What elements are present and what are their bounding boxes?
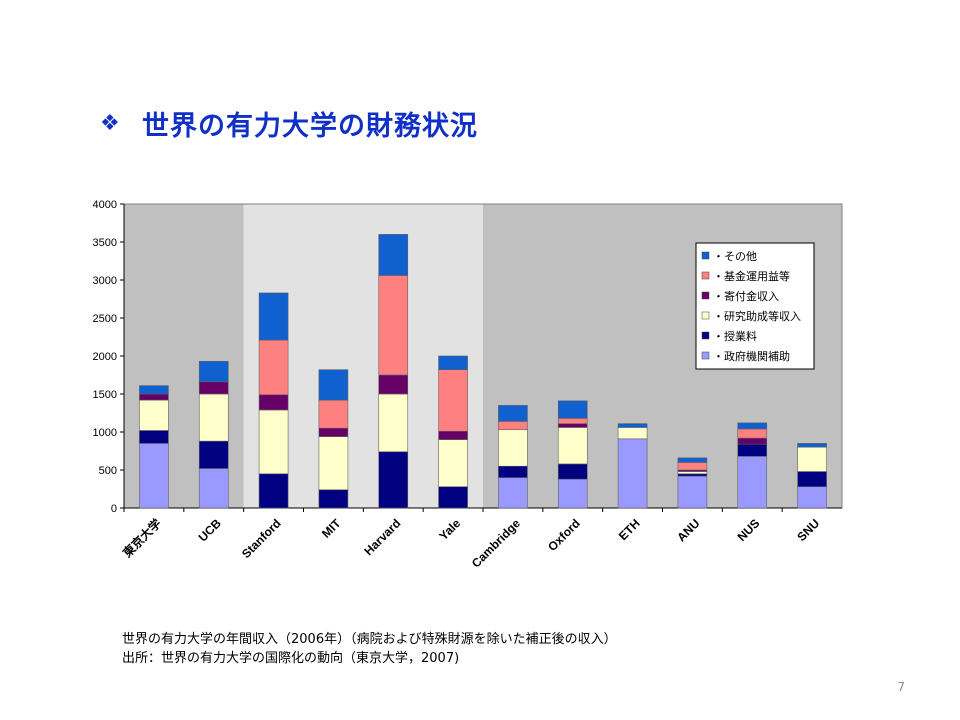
- bar-segment: [198, 361, 229, 383]
- y-tick-label: 3500: [93, 237, 117, 249]
- bar-segment: [617, 438, 648, 509]
- y-tick-label: 3000: [93, 275, 117, 287]
- stacked-bar-chart: 0 500 1000 1500 2000 2500 3000 3500 4000 東京大学 UCB S…: [93, 199, 843, 570]
- y-tick-label: 4000: [93, 199, 117, 211]
- bar-segment: [797, 446, 827, 472]
- bar-segment: [617, 427, 648, 440]
- bar-segment: [258, 409, 289, 475]
- x-category-label: ANU: [674, 516, 702, 544]
- y-tick-label: 1000: [93, 427, 117, 439]
- legend-label: ・その他: [713, 250, 757, 263]
- bar-segment: [258, 339, 289, 396]
- bar-segment: [378, 275, 409, 376]
- bar-segment: [498, 429, 528, 467]
- bar-segment: [797, 486, 827, 509]
- bar-segment: [378, 393, 409, 453]
- x-category-label: SNU: [794, 516, 822, 544]
- bar-segment: [198, 440, 229, 469]
- legend-swatch: [701, 251, 710, 260]
- legend-swatch: [701, 351, 710, 360]
- bar-segment: [318, 436, 349, 491]
- bar-segment: [797, 471, 827, 488]
- bar-segment: [378, 451, 409, 509]
- bar-segment: [498, 465, 528, 478]
- bar-segment: [677, 457, 708, 463]
- bar-segment: [557, 427, 588, 465]
- bar-segment: [797, 443, 827, 448]
- bar-segment: [737, 456, 768, 509]
- x-category-label: 東京大学: [119, 516, 164, 561]
- slide-title-row: ❖ 世界の有力大学の財務状況: [100, 103, 478, 143]
- bar-segment: [139, 430, 169, 444]
- bar-segment: [438, 486, 468, 509]
- caption-line-1: 世界の有力大学の年間収入（2006年）（病院および特殊財源を除いた補正後の収入）: [122, 632, 617, 647]
- y-tick-label: 0: [111, 503, 117, 515]
- bar-segment: [557, 478, 588, 509]
- page-number: 7: [897, 680, 905, 694]
- bar-segment: [498, 421, 528, 431]
- bar-segment: [258, 394, 289, 411]
- legend-swatch: [701, 271, 710, 280]
- bar-segment: [438, 439, 468, 488]
- bar-segment: [438, 369, 468, 432]
- bar-segment: [557, 400, 588, 419]
- bar-segment: [318, 427, 349, 437]
- x-category-label: Stanford: [239, 516, 284, 561]
- bullet-icon: ❖: [100, 110, 120, 136]
- bar-segment: [557, 463, 588, 480]
- bar-segment: [677, 475, 708, 509]
- bar-segment: [498, 405, 528, 422]
- bar-segment: [318, 489, 349, 509]
- bar-segment: [198, 393, 229, 442]
- bar-segment: [737, 443, 768, 457]
- y-tick-label: 500: [99, 465, 117, 477]
- x-category-label: UCB: [196, 516, 225, 545]
- bar-segment: [737, 437, 768, 445]
- x-category-label: MIT: [319, 516, 344, 541]
- legend-box: [695, 242, 815, 370]
- x-category-label: Yale: [436, 516, 463, 543]
- bar-segment: [677, 471, 708, 475]
- legend-label: ・政府機関補助: [713, 349, 790, 363]
- bar-segment: [258, 292, 289, 341]
- bar-segment: [378, 374, 409, 395]
- bar-segment: [198, 381, 229, 395]
- bar-segment: [318, 399, 349, 429]
- bar-segment: [438, 355, 468, 370]
- x-category-label: Oxford: [545, 516, 583, 554]
- bar-segment: [198, 468, 229, 509]
- bar-segment: [438, 430, 468, 440]
- bar-segment: [498, 477, 528, 509]
- bar-segment: [557, 423, 588, 428]
- y-tick-label: 2500: [93, 313, 117, 325]
- x-category-label: ETH: [616, 516, 643, 543]
- x-category-label: Cambridge: [469, 516, 523, 570]
- bar-segment: [378, 234, 409, 276]
- bar-segment: [139, 393, 169, 401]
- bar-segment: [677, 462, 708, 471]
- legend-label: ・研究助成等収入: [713, 309, 801, 323]
- y-tick-label: 1500: [93, 389, 117, 401]
- caption-line-2: 出所：世界の有力大学の国際化の動向（東京大学，2007): [122, 651, 460, 666]
- bar-segment: [677, 473, 708, 477]
- legend-swatch: [701, 331, 710, 340]
- x-category-label: NUS: [735, 516, 763, 544]
- bar-segment: [617, 423, 648, 428]
- bar-segment: [139, 443, 169, 509]
- bar-segment: [139, 385, 169, 395]
- legend-label: ・授業料: [713, 329, 757, 343]
- bar-segment: [737, 428, 768, 439]
- bar-segment: [318, 369, 349, 401]
- legend-swatch: [701, 291, 710, 300]
- y-tick-label: 2000: [93, 351, 117, 363]
- legend-label: ・基金運用益等: [713, 269, 790, 283]
- bar-segment: [557, 418, 588, 424]
- x-category-label: Harvard: [361, 516, 403, 558]
- bar-segment: [139, 399, 169, 431]
- bar-segment: [258, 473, 289, 509]
- legend-label: ・寄付金収入: [713, 289, 779, 303]
- bar-segment: [737, 422, 768, 430]
- slide-title: 世界の有力大学の財務状況: [142, 110, 478, 142]
- legend-swatch: [701, 311, 710, 320]
